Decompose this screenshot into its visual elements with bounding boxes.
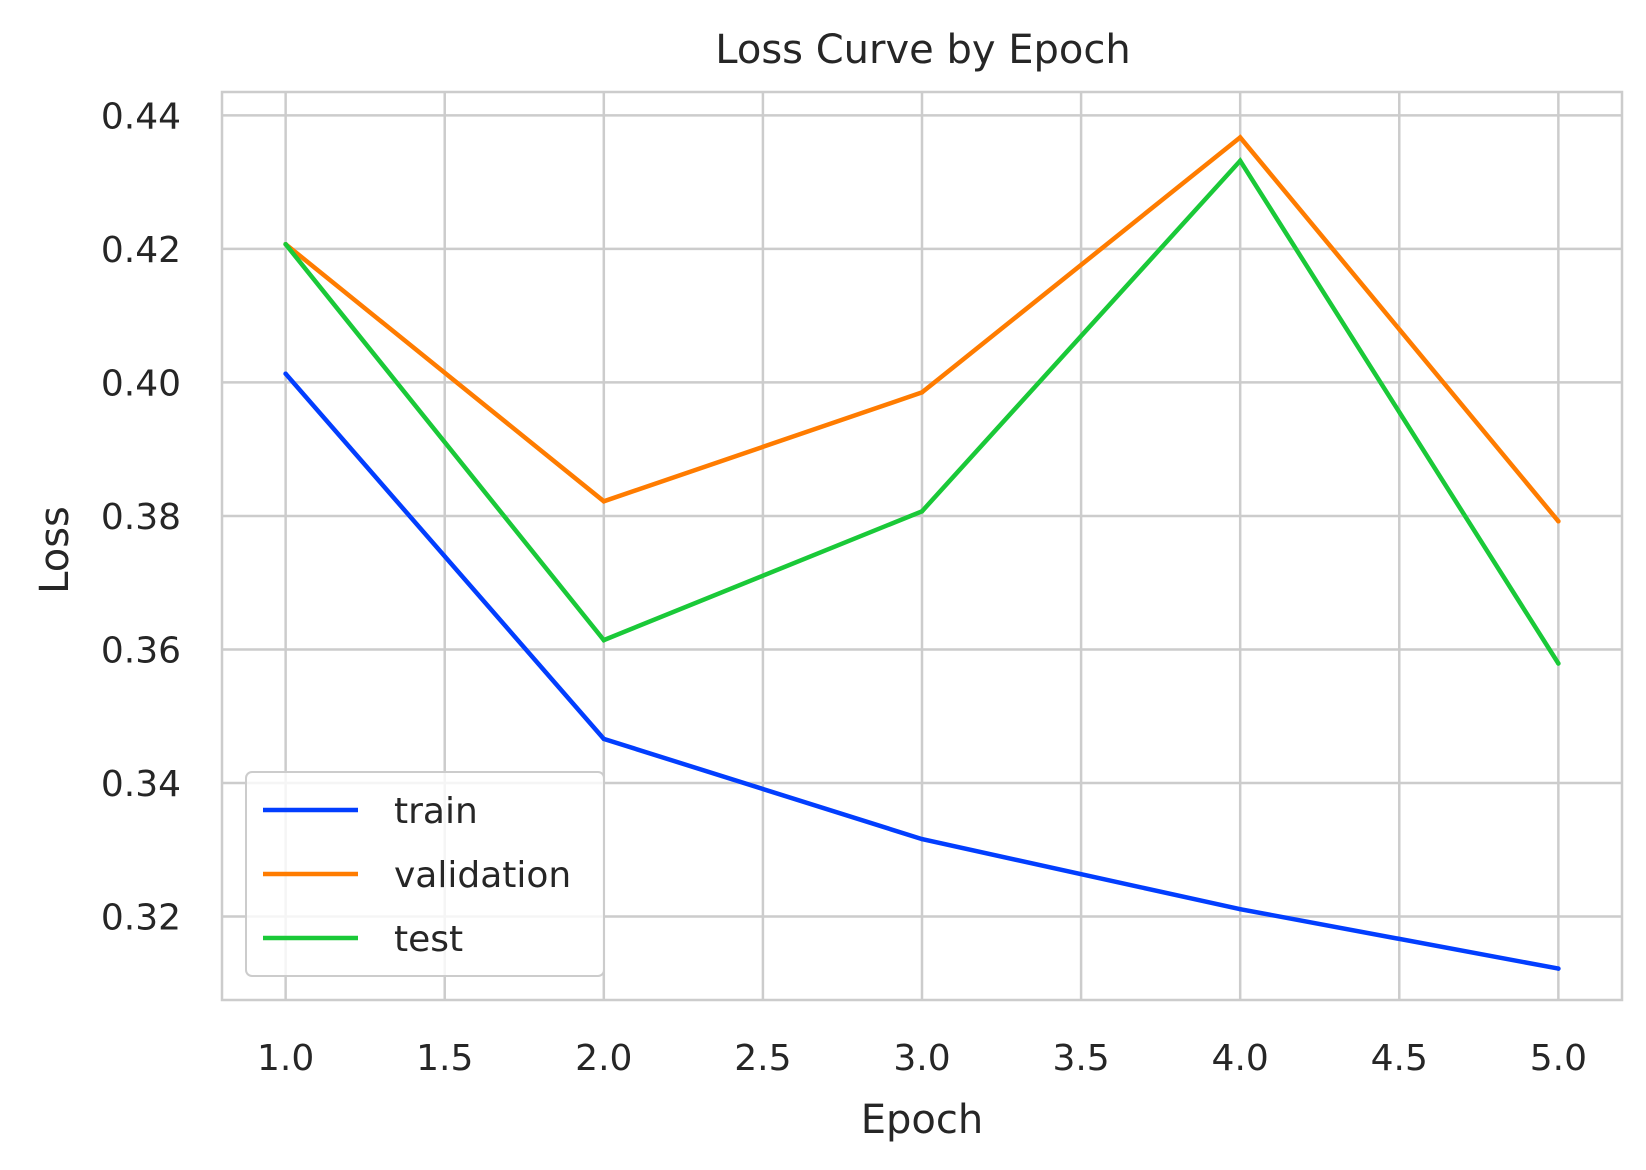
- x-tick-label: 3.5: [1052, 1038, 1109, 1079]
- y-tick-label: 0.38: [101, 497, 181, 538]
- data-point-validation: [1237, 135, 1243, 140]
- data-point-test: [1556, 661, 1561, 666]
- legend-box: [245, 771, 605, 977]
- data-point-train: [919, 836, 925, 842]
- data-point-test: [283, 242, 288, 247]
- legend-label-validation: validation: [394, 855, 571, 896]
- y-tick-label: 0.42: [101, 230, 181, 271]
- legend: train validation test: [245, 771, 605, 977]
- y-tick-label: 0.34: [101, 764, 181, 805]
- data-point-train: [601, 736, 607, 742]
- x-axis-title: Epoch: [861, 1097, 983, 1143]
- data-point-test: [1237, 158, 1243, 163]
- x-tick-label: 1.0: [257, 1038, 314, 1079]
- data-point-test: [601, 637, 607, 643]
- x-tick-label: 4.0: [1212, 1038, 1269, 1079]
- x-tick-label: 2.0: [575, 1038, 632, 1079]
- x-axis-ticks: 1.0 1.5 2.0 2.5 3.0 3.5 4.0 4.5 5.0: [257, 1038, 1587, 1079]
- x-tick-label: 1.5: [416, 1038, 473, 1079]
- x-tick-label: 4.5: [1371, 1038, 1428, 1079]
- data-point-validation: [601, 499, 607, 504]
- x-tick-label: 3.0: [893, 1038, 950, 1079]
- series-layer: [283, 134, 1561, 971]
- y-tick-label: 0.36: [101, 630, 181, 671]
- data-point-train: [283, 371, 288, 376]
- y-tick-label: 0.32: [101, 898, 181, 939]
- y-tick-label: 0.44: [101, 96, 181, 137]
- data-point-train: [1556, 966, 1561, 971]
- chart-title: Loss Curve by Epoch: [715, 27, 1130, 73]
- x-tick-label: 5.0: [1530, 1038, 1587, 1079]
- data-point-train: [1237, 907, 1243, 912]
- y-axis-ticks: 0.32 0.34 0.36 0.38 0.40 0.42 0.44: [101, 96, 181, 938]
- data-point-validation: [1556, 519, 1561, 524]
- legend-label-test: test: [394, 919, 463, 960]
- y-tick-label: 0.40: [101, 363, 181, 404]
- data-point-test: [919, 509, 925, 514]
- legend-label-train: train: [394, 791, 478, 832]
- data-point-validation: [919, 390, 925, 395]
- plot-frame: [220, 90, 1624, 1002]
- x-tick-label: 2.5: [734, 1038, 791, 1079]
- y-axis-title: Loss: [32, 506, 78, 594]
